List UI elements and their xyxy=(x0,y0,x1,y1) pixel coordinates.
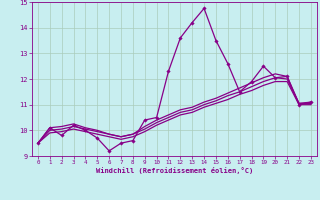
X-axis label: Windchill (Refroidissement éolien,°C): Windchill (Refroidissement éolien,°C) xyxy=(96,167,253,174)
